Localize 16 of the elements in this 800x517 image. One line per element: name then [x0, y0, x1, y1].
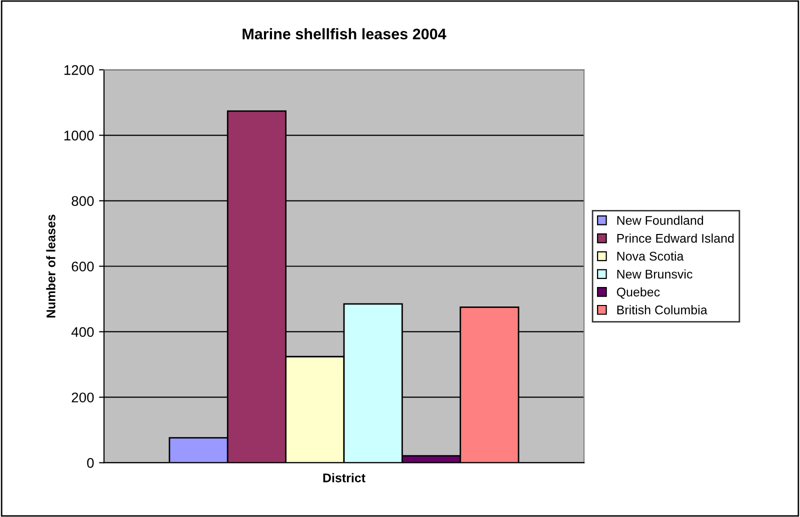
y-tick-label: 1000: [64, 130, 94, 140]
y-tick-label: 200: [72, 392, 94, 402]
x-axis-title: District: [323, 473, 366, 482]
y-axis-title: Number of leases: [46, 214, 56, 318]
y-tick-label: 0: [87, 458, 94, 468]
legend-label: Quebec: [616, 287, 660, 299]
legend-label: Prince Edward Island: [617, 234, 734, 243]
y-tick-label: 600: [72, 262, 94, 272]
legend-label: New Foundland: [617, 216, 704, 225]
legend-label: Nova Scotia: [617, 251, 684, 261]
legend-label: British Columbia: [617, 305, 708, 314]
chart-title: Marine shellfish leases 2004: [242, 28, 446, 40]
y-tick-label: 800: [72, 196, 94, 206]
y-tick-label: 400: [71, 327, 94, 337]
y-tick-label: 1200: [64, 65, 94, 75]
legend-label: New Brunsvic: [617, 269, 692, 279]
